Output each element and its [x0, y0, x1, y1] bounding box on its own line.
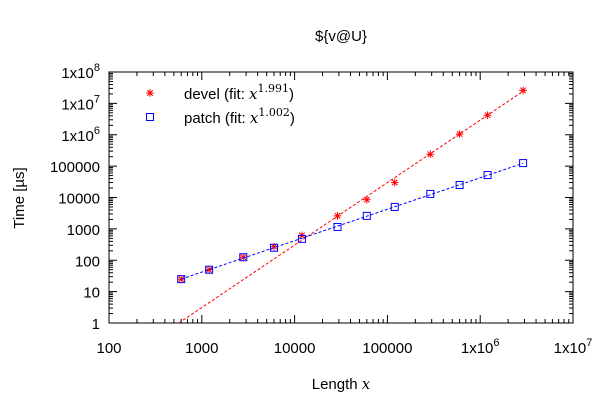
devel-point	[519, 86, 527, 95]
legend-patch-marker	[146, 113, 154, 121]
x-tick-label-base: 1x10	[461, 340, 494, 357]
marker-stroke	[391, 179, 398, 186]
marker-stroke	[146, 89, 154, 97]
y-tick-label: 10	[83, 285, 100, 302]
legend-devel-label: devel (fit: x1.991)	[184, 82, 294, 103]
legend-patch-label: patch (fit: x1.002)	[184, 106, 295, 127]
x-tick-label-base: 10000	[274, 340, 316, 357]
patch-fit-line	[181, 162, 524, 280]
plot-frame	[108, 71, 574, 324]
y-tick-label: 100000	[50, 159, 100, 176]
y-tick-label-base: 10000	[58, 191, 100, 208]
patch-point	[455, 181, 464, 190]
y-tick-label: 1x107	[61, 93, 100, 113]
y-tick-label-base: 1	[92, 316, 100, 333]
marker-stroke	[363, 196, 370, 203]
marker-stroke	[456, 130, 463, 138]
patch-point	[177, 275, 186, 284]
y-tick-label-exponent: 6	[94, 125, 100, 137]
marker-stroke	[240, 254, 247, 261]
marker-stroke	[178, 276, 185, 283]
marker-stroke	[484, 112, 491, 119]
y-tick-label: 10000	[58, 191, 100, 208]
devel-point	[426, 150, 435, 158]
patch-point	[333, 222, 342, 231]
y-tick-label-base: 1x10	[61, 65, 94, 82]
x-axis-label: Length x	[312, 375, 371, 393]
x-tick-label: 1000	[185, 340, 218, 357]
y-axis-label: Time [µs]	[11, 167, 28, 228]
marker-stroke	[334, 212, 341, 219]
y-tick-label-base: 1x10	[61, 128, 94, 145]
legend-patch-fit-exponent: 1.002	[258, 106, 290, 119]
devel-point	[390, 178, 399, 187]
y-tick-label-base: 100	[75, 253, 100, 270]
devel-point	[455, 130, 464, 138]
y-tick-label: 1x106	[61, 125, 100, 145]
y-tick-label: 1	[92, 316, 100, 333]
devel-fit-line	[178, 90, 524, 323]
patch-point	[297, 234, 306, 243]
patch-point	[483, 171, 492, 180]
patch-point	[270, 243, 279, 252]
devel-point	[177, 275, 186, 283]
devel-point	[483, 111, 492, 119]
legend-patch-close: )	[290, 110, 295, 127]
y-tick-label: 1000	[67, 222, 100, 239]
x-tick-label: 1x107	[554, 337, 593, 357]
legend-patch-fit-var: x	[250, 109, 259, 127]
x-tick-label-exponent: 6	[493, 337, 499, 349]
devel-point	[363, 195, 371, 204]
legend-patch-name: patch (fit:	[184, 110, 250, 127]
x-tick-label-exponent: 7	[586, 337, 592, 349]
x-tick-label: 10000	[274, 340, 316, 357]
y-tick-label-base: 10	[83, 285, 100, 302]
devel-point	[333, 212, 342, 220]
x-tick-label: 100	[96, 340, 121, 357]
x-tick-label: 1x106	[461, 337, 500, 357]
patch-point	[205, 265, 214, 274]
devel-point	[205, 265, 213, 274]
plot-area: 100 1000 10000 100000 1x106 1x107110100100010…	[50, 62, 592, 357]
y-tick-label: 100	[75, 253, 100, 270]
legend: devel (fit: x1.991)patch (fit: x1.002)	[146, 82, 295, 127]
legend-devel-fit-var: x	[249, 85, 258, 103]
patch-point	[519, 159, 528, 168]
marker-stroke	[206, 266, 213, 273]
x-tick-label: 100000	[362, 340, 412, 357]
patch-point	[362, 211, 371, 220]
legend-devel-marker	[146, 89, 154, 97]
x-axis-label-text: Length	[312, 376, 362, 393]
patch-point	[239, 253, 248, 262]
patch-point	[390, 202, 399, 211]
y-tick-label-base: 1000	[67, 222, 100, 239]
marker-stroke	[520, 87, 527, 94]
y-tick-label-exponent: 7	[94, 93, 100, 105]
y-tick-label-exponent: 8	[94, 62, 100, 74]
x-tick-label-base: 1000	[185, 340, 218, 357]
marker-stroke	[427, 151, 434, 158]
y-tick-label-base: 100000	[50, 159, 100, 176]
x-axis-label-var: x	[362, 375, 371, 393]
devel-point	[239, 253, 248, 262]
x-tick-label-base: 100000	[362, 340, 412, 357]
chart-title: ${v@U}	[315, 28, 367, 45]
y-tick-label: 1x108	[61, 62, 100, 82]
patch-point	[426, 189, 435, 198]
y-tick-label-base: 1x10	[61, 96, 94, 113]
x-tick-label-base: 100	[96, 340, 121, 357]
x-tick-label-base: 1x10	[554, 340, 587, 357]
legend-devel-name: devel (fit:	[184, 86, 249, 103]
legend-devel-close: )	[289, 86, 294, 103]
legend-devel-fit-exponent: 1.991	[258, 82, 290, 95]
